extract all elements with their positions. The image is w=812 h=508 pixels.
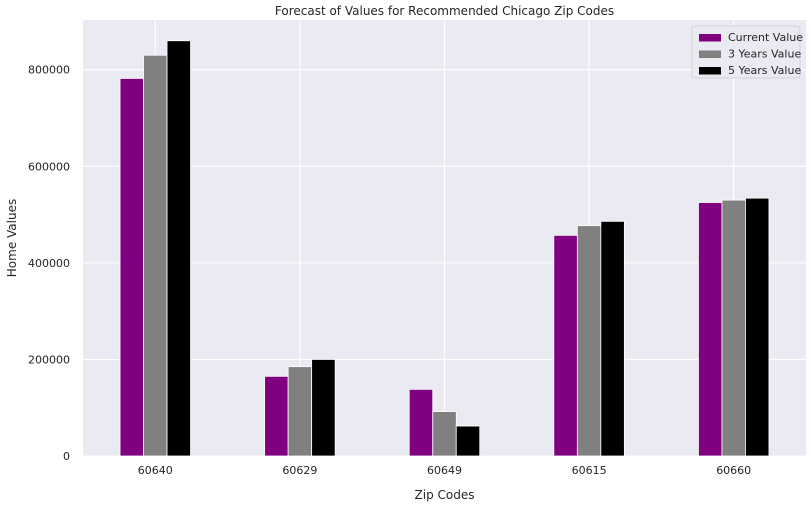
bar xyxy=(408,388,434,457)
legend-swatch xyxy=(699,50,721,58)
legend-swatch xyxy=(699,67,721,75)
bar xyxy=(600,220,625,457)
bar xyxy=(553,234,578,457)
x-tick-labels: 60640 60629 60649 60615 60660 xyxy=(138,464,751,477)
x-tick-label: 60629 xyxy=(282,464,317,477)
y-tick-label: 800000 xyxy=(28,64,70,77)
legend-swatch xyxy=(699,34,721,42)
legend: Current Value 3 Years Value 5 Years Value xyxy=(691,25,803,79)
legend-label: 5 Years Value xyxy=(728,64,801,77)
y-tick-labels: 0 200000 400000 600000 800000 xyxy=(28,64,70,463)
bar xyxy=(311,359,336,457)
bar xyxy=(745,197,770,457)
bar xyxy=(432,411,457,457)
y-axis-label: Home Values xyxy=(5,199,19,277)
bar xyxy=(455,425,481,457)
bar xyxy=(287,366,313,457)
bar xyxy=(264,375,289,457)
x-tick-label: 60649 xyxy=(427,464,462,477)
x-tick-label: 60660 xyxy=(716,464,751,477)
legend-label: 3 Years Value xyxy=(728,48,801,61)
chart-title: Forecast of Values for Recommended Chica… xyxy=(275,4,614,18)
bar xyxy=(143,54,168,457)
x-tick-label: 60615 xyxy=(572,464,607,477)
y-tick-label: 0 xyxy=(63,450,70,463)
x-tick-label: 60640 xyxy=(138,464,173,477)
bar xyxy=(576,225,602,457)
bar xyxy=(698,202,723,457)
y-tick-label: 400000 xyxy=(28,257,70,270)
y-tick-label: 200000 xyxy=(28,353,70,366)
y-tick-label: 600000 xyxy=(28,160,70,173)
x-axis-label: Zip Codes xyxy=(415,488,475,502)
bar xyxy=(119,78,144,457)
legend-label: Current Value xyxy=(728,31,803,44)
bars xyxy=(119,40,770,457)
bar xyxy=(166,40,191,457)
bar xyxy=(721,199,746,457)
